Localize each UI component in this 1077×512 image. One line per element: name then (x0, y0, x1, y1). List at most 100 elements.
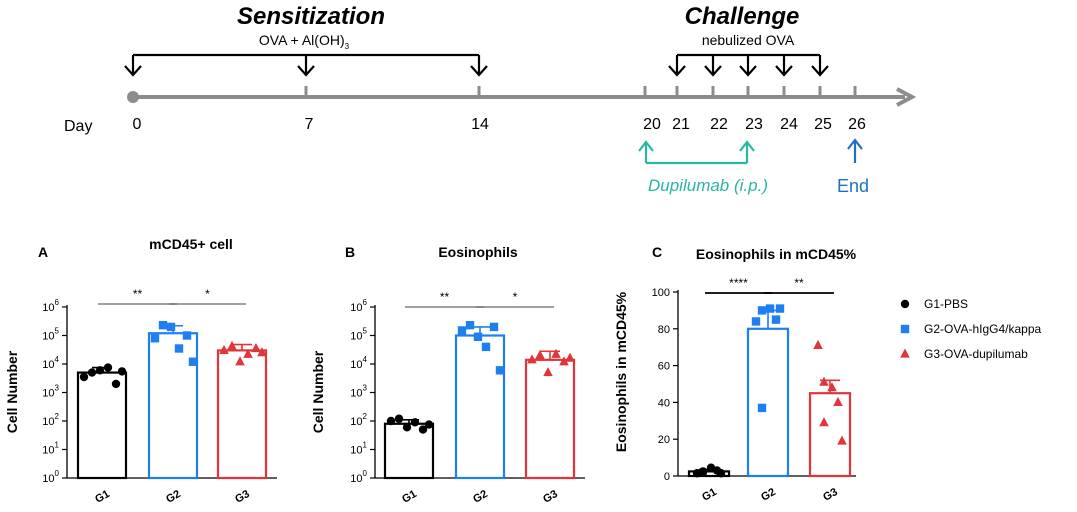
data-point (565, 352, 575, 362)
y-tick-base: 10 (350, 359, 362, 371)
panel-c-eosinophil-percent-chart: C Eosinophils in mCD45% Eosinophils in mCD… (613, 244, 857, 504)
y-tick-exponent: 4 (363, 355, 368, 364)
day-label: 24 (780, 116, 798, 133)
data-point (410, 418, 420, 427)
y-tick-label: 103 (350, 384, 367, 400)
data-point (716, 469, 726, 478)
y-tick-exponent: 0 (55, 469, 60, 478)
bar-g1 (76, 371, 128, 480)
y-tick-label: 60 (658, 361, 670, 373)
y-tick-label: 106 (42, 298, 59, 314)
legend-marker (900, 299, 910, 309)
y-tick-base: 10 (42, 331, 54, 343)
challenge-title: Challenge (685, 3, 800, 30)
data-point (402, 423, 412, 432)
day-axis-label: Day (64, 118, 92, 135)
data-point (103, 363, 113, 372)
data-point (243, 348, 253, 358)
panel-letter: B (345, 244, 355, 260)
x-category-label: G1 (400, 488, 419, 506)
data-point (819, 376, 829, 386)
data-point (465, 320, 475, 330)
experiment-timeline: Sensitization OVA + Al(OH)3 Challenge ne… (64, 3, 917, 196)
y-tick-exponent: 3 (363, 384, 368, 393)
y-tick-base: 10 (350, 302, 362, 314)
y-axis-label: Cell Number (4, 350, 20, 433)
y-tick-base: 10 (42, 359, 54, 371)
legend-label: G2-OVA-hIgG4/kappa (924, 322, 1041, 336)
y-tick-exponent: 3 (55, 384, 60, 393)
significance-label: **** (729, 276, 748, 290)
end-label: End (837, 176, 869, 196)
x-category-label: G1 (93, 488, 112, 506)
day-tick-labels: 0 7 14 20 21 22 23 24 25 26 (133, 116, 866, 133)
data-point (559, 356, 569, 366)
x-category-label: G1 (700, 486, 719, 504)
data-point (771, 315, 781, 324)
y-tick-label: 101 (42, 441, 59, 457)
data-point (257, 347, 267, 357)
timeline-axis (127, 86, 917, 107)
y-tick-base: 10 (350, 473, 362, 485)
data-point (386, 416, 396, 426)
data-point (158, 320, 168, 330)
panel-letter: A (38, 244, 48, 260)
y-tick-base: 10 (350, 331, 362, 343)
y-tick-label: 0 (664, 471, 670, 483)
data-point (819, 417, 829, 427)
x-category-label: G2 (759, 486, 778, 504)
x-category-label: G3 (233, 488, 252, 506)
day-label: 20 (643, 116, 661, 133)
sensitization-agent: OVA + Al(OH)3 (259, 32, 350, 51)
data-point (813, 339, 823, 349)
y-tick-exponent: 4 (55, 355, 60, 364)
data-point (174, 344, 184, 353)
data-point (219, 344, 229, 355)
y-tick-exponent: 6 (55, 298, 60, 307)
bar-g2 (746, 327, 790, 478)
data-point (79, 372, 89, 382)
data-point (418, 425, 428, 434)
data-point (751, 317, 761, 326)
data-point (235, 356, 245, 366)
x-category-label: G2 (164, 488, 183, 506)
y-tick-label: 102 (42, 412, 59, 428)
panel-letter: C (652, 244, 662, 260)
day-label: 25 (814, 116, 832, 133)
data-point (698, 468, 708, 477)
data-point (489, 322, 499, 332)
data-point (473, 332, 483, 342)
day-label: 22 (710, 116, 728, 133)
y-tick-base: 10 (42, 388, 54, 400)
sensitization-bracket (124, 53, 488, 77)
data-point (775, 304, 785, 313)
y-tick-base: 10 (42, 473, 54, 485)
y-tick-label: 103 (42, 384, 59, 400)
y-tick-label: 40 (658, 397, 670, 409)
legend-marker (900, 348, 910, 358)
sensitization-agent-subscript: 3 (345, 42, 350, 51)
data-point (495, 366, 505, 375)
y-tick-label: 20 (658, 434, 670, 446)
data-point (117, 367, 127, 376)
data-point (424, 420, 434, 429)
y-tick-label: 100 (42, 469, 59, 485)
legend-label: G1-PBS (924, 297, 968, 311)
x-category-label: G3 (821, 486, 840, 504)
y-tick-label: 104 (350, 355, 367, 371)
data-point (188, 357, 198, 366)
day-label: 7 (305, 116, 314, 133)
data-point (166, 322, 176, 332)
dupilumab-label: Dupilumab (i.p.) (648, 176, 768, 195)
y-tick-label: 104 (42, 355, 59, 371)
y-tick-base: 10 (42, 302, 54, 314)
day-label: 23 (745, 116, 763, 133)
data-point (251, 342, 261, 353)
data-point (551, 348, 561, 358)
data-point (543, 367, 553, 377)
day-label: 21 (672, 116, 690, 133)
challenge-agent: nebulized OVA (702, 32, 795, 48)
y-tick-exponent: 1 (55, 441, 60, 450)
